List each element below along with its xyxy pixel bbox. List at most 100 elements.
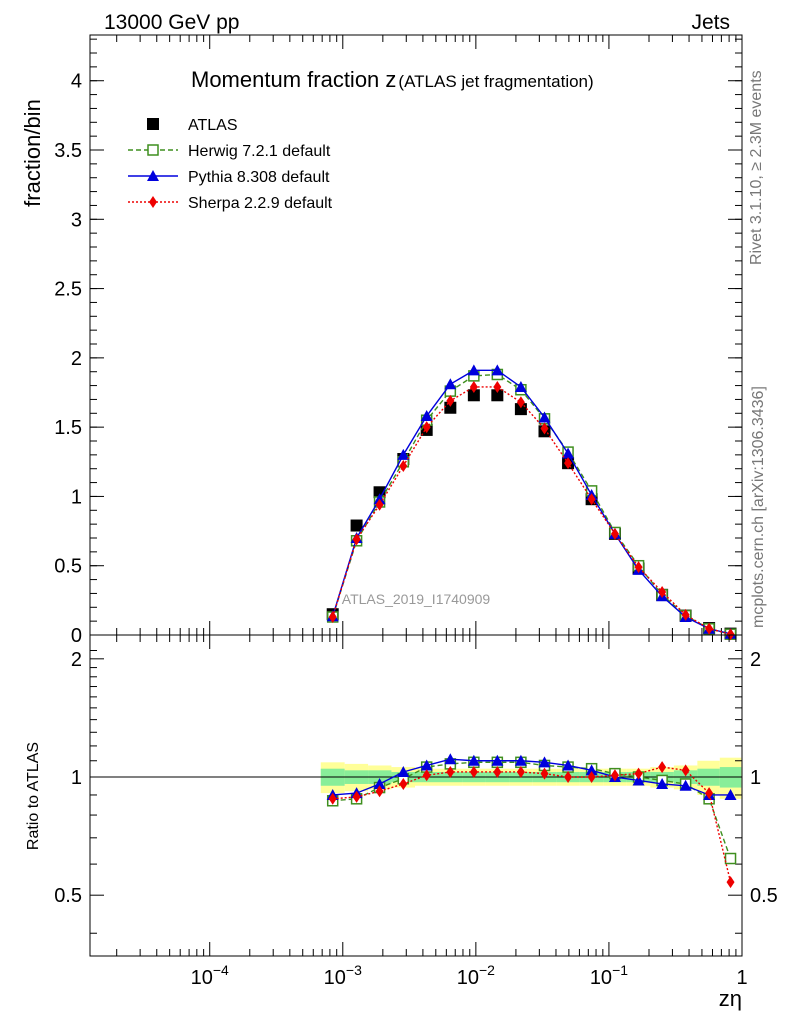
legend-label: Pythia 8.308 default: [188, 169, 330, 186]
main-y-tick-label: 1.5: [54, 417, 82, 439]
ratio-data-point: [724, 788, 737, 800]
legend-entry: Sherpa 2.2.9 default: [128, 195, 333, 212]
data-point: [446, 394, 455, 407]
data-point: [469, 380, 478, 393]
ratio-data-point: [422, 769, 431, 782]
legend-label: Sherpa 2.2.9 default: [188, 195, 333, 212]
ratio-data-point: [564, 771, 573, 784]
main-y-tick-label: 0.5: [54, 556, 82, 578]
x-tick-exponent: −1: [612, 962, 628, 978]
ratio-data-point: [540, 767, 549, 780]
ratio-y-tick-label: 1: [71, 767, 82, 789]
data-point: [658, 586, 667, 599]
ratio-data-point: [658, 761, 667, 774]
data-point: [467, 364, 480, 376]
legend-marker: [149, 196, 157, 208]
data-point: [373, 493, 386, 505]
main-y-axis-label: fraction/bin: [20, 99, 45, 207]
data-point: [422, 421, 431, 434]
analysis-watermark: ATLAS_2019_I1740909: [342, 591, 491, 607]
main-y-tick-label: 3.5: [54, 140, 82, 162]
ratio-data-point: [469, 765, 478, 778]
ratio-y-axis-label: Ratio to ATLAS: [25, 742, 42, 850]
mcplots-label: mcplots.cern.ch [arXiv:1306.3436]: [750, 386, 767, 628]
data-point: [538, 411, 551, 423]
ratio-y-tick-label: 2: [71, 649, 82, 671]
main-series: [326, 364, 737, 641]
ratio-data-point: [562, 759, 575, 771]
ratio-series: [326, 753, 737, 889]
data-point: [540, 422, 549, 435]
main-y-tick-label: 2.5: [54, 279, 82, 301]
data-point: [564, 457, 573, 470]
ratio-data-point: [679, 779, 692, 791]
data-point: [726, 628, 735, 641]
data-point: [444, 378, 457, 390]
ratio-y-ticks: 0.5 0.5 1 1 2 2: [54, 649, 778, 934]
x-tick-label: 10−4: [191, 962, 229, 989]
ratio-data-point: [397, 765, 410, 777]
data-point: [493, 380, 502, 393]
x-tick-label: 1: [736, 967, 747, 989]
x-tick-label: 10−2: [457, 962, 495, 989]
main-y-tick-label: 0: [71, 625, 82, 647]
ratio-data-point: [681, 764, 690, 777]
chart-title-main: Momentum fraction z: [191, 67, 396, 92]
ratio-data-point: [420, 759, 433, 771]
ratio-data-point: [373, 777, 386, 789]
ratio-data-point: [705, 787, 714, 800]
ratio-data-point: [632, 774, 645, 786]
main-y-tick-label: 1: [71, 486, 82, 508]
x-tick-base: 10: [457, 967, 479, 989]
chart-title-sub: (ATLAS jet fragmentation): [398, 72, 593, 91]
ratio-x-ticks: 10−4 10−3 10−2 10−1 1: [116, 635, 748, 989]
x-tick-label: 10−3: [324, 962, 362, 989]
data-point: [375, 498, 384, 511]
main-plot: 0 0.5 1 1.5 2 2.5 3 3.5 4 fraction/bin Momentum …: [20, 34, 743, 647]
main-y-tick-label: 2: [71, 348, 82, 370]
data-point: [610, 527, 619, 540]
data-point: [587, 493, 596, 506]
ratio-data-point: [467, 754, 480, 766]
rivet-label: Rivet 3.1.10, ≥ 2.3M events: [748, 70, 765, 265]
x-tick-label: 10−1: [590, 962, 628, 989]
data-point: [705, 622, 714, 635]
main-x-ticks: [116, 35, 743, 635]
legend: ATLAS Herwig 7.2.1 default Pythia 8.308 de…: [128, 117, 333, 212]
x-tick-exponent: −4: [213, 962, 229, 978]
legend-entry: Herwig 7.2.1 default: [128, 143, 331, 160]
legend-label: Herwig 7.2.1 default: [188, 143, 331, 160]
x-tick-exponent: −2: [479, 962, 495, 978]
ratio-series-line: [332, 766, 732, 883]
ratio-y-tick-label-right: 0.5: [750, 885, 778, 907]
ratio-y-tick-label: 0.5: [54, 885, 82, 907]
data-point: [350, 519, 363, 532]
x-axis-label: zη: [719, 986, 742, 1011]
ratio-data-point: [491, 754, 504, 766]
ratio-data-point: [446, 765, 455, 778]
series-Sherpa 2.2.9 default: [328, 380, 735, 641]
ratio-data-point: [538, 756, 551, 768]
ratio-data-point: [585, 764, 598, 776]
data-point: [634, 561, 643, 574]
main-y-tick-label: 4: [71, 71, 82, 93]
x-tick-base: 10: [590, 967, 612, 989]
legend-marker: [147, 118, 159, 130]
series-line: [332, 386, 731, 635]
ratio-data-point: [514, 754, 527, 766]
chart-title: Momentum fraction z (ATLAS jet fragmentat…: [191, 67, 594, 92]
data-point: [491, 364, 504, 376]
data-point: [328, 610, 337, 623]
data-point: [352, 533, 361, 546]
ratio-data-point: [656, 777, 669, 789]
ratio-plot-frame: [89, 634, 743, 957]
ratio-data-point: [399, 777, 408, 790]
main-y-ticks: 0 0.5 1 1.5 2 2.5 3 3.5 4: [54, 38, 742, 647]
ratio-data-point: [610, 769, 619, 782]
header-right: Jets: [691, 11, 730, 34]
legend-marker: [147, 144, 159, 156]
ratio-series-Sherpa 2.2.9 default: [328, 761, 735, 889]
ratio-data-point: [375, 785, 384, 798]
ratio-data-point: [726, 876, 735, 889]
